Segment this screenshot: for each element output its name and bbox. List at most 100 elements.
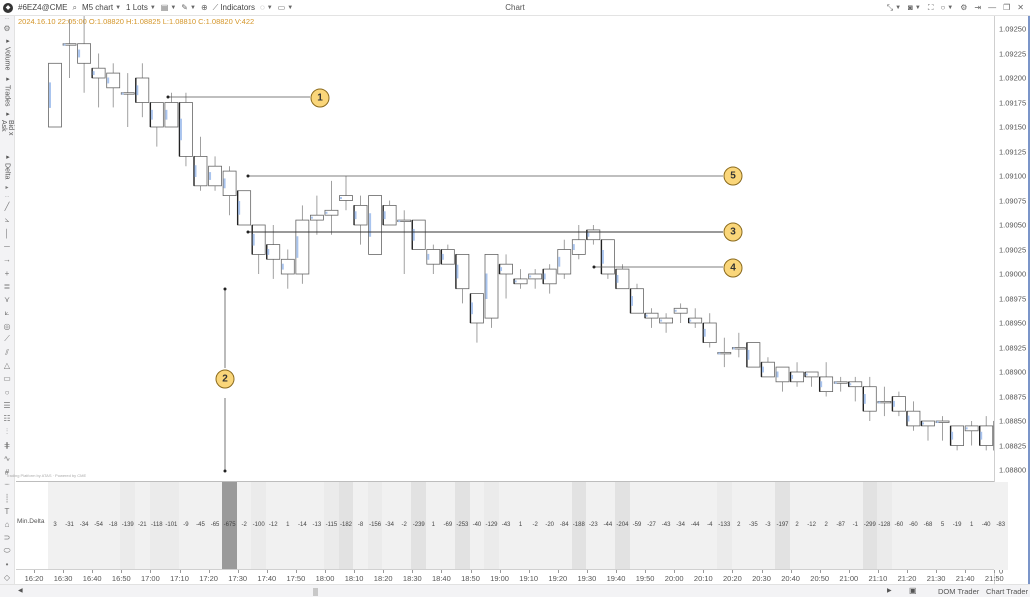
delta-value: -12 (268, 522, 278, 528)
fib-retracement-icon[interactable]: ☰ (3, 400, 11, 410)
range-icon[interactable]: ┈ (4, 480, 10, 490)
delta-value: -9 (183, 522, 189, 528)
scroll-right-icon[interactable]: ▶ (887, 588, 892, 594)
chart-trader-button[interactable]: Chart Trader (986, 587, 1029, 596)
restore-icon[interactable]: ❐ (1003, 2, 1011, 12)
price-label: 1.08925 (999, 343, 1027, 352)
lots-dropdown[interactable]: 1 Lots ▼ (126, 3, 156, 12)
scroll-left-icon[interactable]: ◀ (18, 588, 23, 594)
time-tick (848, 570, 850, 573)
circle2-dropdown[interactable]: ○ ▼ (940, 3, 953, 12)
fib-extension-icon[interactable]: ☷ (3, 414, 11, 424)
vertical-line-icon[interactable]: │ (4, 228, 10, 238)
dom-trader-button[interactable]: DOM Trader (938, 587, 980, 596)
time-tick (674, 570, 676, 573)
time-label: 19:00 (490, 574, 509, 583)
crosshair-icon[interactable]: + (4, 268, 10, 278)
chevron-down-icon: ▼ (149, 4, 156, 11)
pin-icon[interactable]: ⇥ (974, 2, 982, 12)
fullscreen-icon[interactable]: ⛶ (927, 2, 934, 12)
note-icon[interactable]: ⬭ (3, 546, 11, 556)
price-label: 1.08850 (999, 416, 1027, 426)
search-icon[interactable]: ⌕ (72, 2, 77, 12)
tab-label: Volume (3, 47, 11, 71)
price-chart[interactable] (16, 9, 1008, 480)
symbol-selector[interactable]: #6EZ4@CME (18, 3, 67, 12)
gann-icon[interactable]: ⋕ (3, 440, 11, 450)
delta-value: -68 (923, 522, 933, 528)
time-tick (616, 570, 617, 573)
zoom-icon[interactable]: ⊕ (200, 2, 208, 12)
circle-dropdown[interactable]: ◌ ▼ (260, 3, 273, 12)
tab-volume[interactable]: ▸ Volume (3, 35, 12, 72)
vertical-range-icon[interactable]: ┊ (4, 493, 10, 503)
delta-value: -23 (589, 522, 598, 528)
tab-delta[interactable]: ▸ Delta (3, 151, 12, 181)
candlestick-series (48, 9, 1008, 473)
delta-cell (62, 482, 77, 570)
tab-bid-x-ask[interactable]: ▸ Bid x Ask (0, 108, 14, 151)
delta-value: -87 (836, 522, 846, 528)
app-logo-icon[interactable]: ◆ (3, 2, 13, 13)
time-label: 17:00 (141, 574, 160, 583)
indicators-button[interactable]: ⟋ Indicators (213, 3, 255, 12)
minimize-icon[interactable]: — (988, 2, 997, 12)
delta-cell (178, 482, 194, 570)
gear-icon[interactable]: ⚙ (3, 24, 11, 34)
pencil-icon: ✎ (181, 2, 188, 12)
calendar-icon[interactable]: ▣ (909, 586, 917, 595)
wave-icon[interactable]: ∿ (3, 453, 11, 463)
ruler-icon[interactable]: ⟋ (4, 334, 10, 344)
line-tool-icon[interactable]: ╱ (4, 202, 10, 212)
time-tick (761, 570, 763, 573)
tag-icon[interactable]: ⌂ (4, 520, 10, 530)
delta-value: -45 (196, 522, 205, 528)
triangle-icon[interactable]: △ (3, 361, 11, 371)
collapse-dropdown[interactable]: ⤡ ▼ (887, 3, 901, 12)
delta-value: -83 (996, 522, 1006, 528)
rectangle-icon[interactable]: ▭ (3, 374, 11, 384)
parallel-icon[interactable]: ⫽ (5, 347, 9, 357)
delta-value: -34 (385, 522, 394, 528)
channel-icon[interactable]: ≣ (3, 281, 11, 291)
layout-dropdown[interactable]: ▭ ▼ (278, 3, 294, 12)
horizontal-line-icon[interactable]: ─ (4, 242, 10, 252)
price-axis[interactable]: 1.09250 1.09225 1.09200 1.09175 1.09150 1.091… (994, 16, 1030, 584)
chart-type-dropdown[interactable]: M5 chart ▼ (82, 3, 121, 12)
gear-icon[interactable]: ⚙ (960, 2, 968, 12)
delta-value: -118 (151, 522, 163, 528)
pitchfork-icon[interactable]: ⋎ (4, 295, 10, 305)
price-label: 1.09050 (999, 220, 1027, 230)
target-icon[interactable]: ◎ (3, 321, 11, 331)
delta-value: -2 (401, 522, 407, 528)
delta-axis-bottom: 0 (999, 566, 1004, 576)
time-label: 16:40 (82, 574, 102, 583)
chevron-down-icon: ▼ (287, 4, 294, 11)
delta-cell (833, 482, 848, 570)
fan-icon[interactable]: ⟀ (4, 307, 10, 317)
horizontal-scrollbar[interactable] (313, 588, 318, 596)
template-dropdown[interactable]: ▤ ▼ (161, 3, 177, 12)
dot-icon[interactable]: • (5, 559, 9, 569)
time-label: 19:40 (606, 574, 626, 583)
arrow-icon[interactable]: → (3, 255, 11, 265)
delta-value: -253 (456, 522, 469, 528)
min-delta-pane[interactable]: 3 -31 -34 -54 -18 -139 -21 -118 -101 -9 -45 -65 -675… (16, 481, 1009, 570)
measure-icon[interactable]: ⧣ (4, 466, 10, 476)
fib-time-icon[interactable]: ⫶ (6, 426, 8, 436)
time-axis[interactable]: 16:20 16:30 16:40 16:50 17:00 17:10 17:20 17:30… (16, 569, 1004, 584)
ellipse-icon[interactable]: ○ (4, 387, 10, 397)
drawing-dropdown[interactable]: ✎ ▼ (181, 2, 196, 12)
delta-cell (382, 482, 397, 570)
magnet-icon[interactable]: ◇ (3, 572, 11, 582)
time-label: 18:50 (461, 574, 480, 583)
close-icon[interactable]: ✕ (1017, 2, 1024, 12)
ray-tool-icon[interactable]: ⦣ (4, 215, 10, 225)
text-icon[interactable]: T (4, 506, 10, 516)
delta-cell (891, 482, 907, 570)
delta-cell (498, 482, 514, 570)
expand-arrow-icon[interactable]: ▸ (5, 185, 9, 192)
screenshot-dropdown[interactable]: ◙ ▼ (908, 3, 921, 12)
tab-trades[interactable]: ▸ Trades (3, 73, 12, 109)
callout-icon[interactable]: ⊃ (3, 533, 11, 543)
